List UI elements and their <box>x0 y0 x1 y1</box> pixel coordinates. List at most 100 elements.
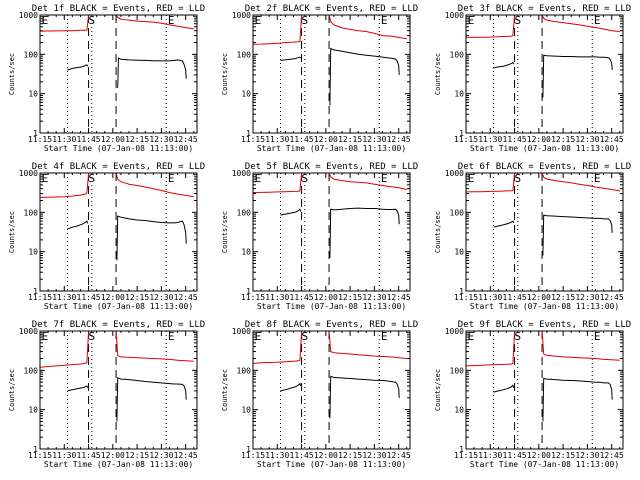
x-tick-label: 11:15 <box>454 135 478 144</box>
y-axis-label: Counts/sec <box>8 369 16 411</box>
panel-title: Det 5f BLACK = Events, RED = LLD <box>245 162 418 172</box>
y-tick-label: 1 <box>33 445 38 454</box>
y-axis-label: Counts/sec <box>434 53 442 95</box>
x-tick-label: 12:00 <box>101 293 125 302</box>
events-series-line <box>542 377 613 422</box>
panel-title: Det 6f BLACK = Events, RED = LLD <box>458 162 631 172</box>
y-tick-label: 1000 <box>445 169 464 178</box>
marker-label-e: E <box>594 14 601 27</box>
x-tick-label: 12:45 <box>600 293 624 302</box>
events-series-line <box>493 220 515 228</box>
marker-label-s: S <box>302 172 309 185</box>
x-tick-label: 12:00 <box>314 135 338 144</box>
y-axis-label: Counts/sec <box>221 369 229 411</box>
x-axis-label: Start Time (07-Jan-08 11:13:00) <box>257 302 406 311</box>
y-axis-label: Counts/sec <box>221 53 229 95</box>
x-tick-label: 11:30 <box>265 135 289 144</box>
marker-label-s: S <box>515 330 522 343</box>
y-tick-label: 100 <box>450 208 465 217</box>
events-series-line <box>67 64 89 71</box>
x-tick-label: 11:15 <box>454 451 478 460</box>
x-tick-label: 12:15 <box>338 135 362 144</box>
x-tick-label: 11:15 <box>28 293 52 302</box>
marker-label-e: E <box>168 14 175 27</box>
y-axis-label: Counts/sec <box>8 53 16 95</box>
y-tick-label: 1 <box>246 129 251 138</box>
marker-label-s: S <box>89 330 96 343</box>
x-axis-label: Start Time (07-Jan-08 11:13:00) <box>470 144 619 153</box>
x-tick-label: 11:15 <box>28 135 52 144</box>
x-axis-label: Start Time (07-Jan-08 11:13:00) <box>44 144 193 153</box>
events-series-line <box>493 61 515 69</box>
x-tick-label: 11:45 <box>290 135 314 144</box>
y-tick-label: 10 <box>241 90 251 99</box>
y-tick-label: 100 <box>24 208 39 217</box>
x-tick-label: 12:30 <box>575 135 599 144</box>
plot-frame <box>39 330 198 450</box>
x-tick-label: 12:30 <box>149 451 173 460</box>
x-tick-label: 12:45 <box>387 135 411 144</box>
x-axis-label: Start Time (07-Jan-08 11:13:00) <box>257 460 406 469</box>
x-tick-label: 12:30 <box>575 451 599 460</box>
x-tick-label: 12:30 <box>362 293 386 302</box>
x-tick-label: 11:30 <box>478 451 502 460</box>
y-tick-label: 1 <box>246 287 251 296</box>
marker-label-s: S <box>302 330 309 343</box>
detector-panel-1: Det 1f BLACK = Events, RED = LLD Counts/s… <box>8 4 205 153</box>
events-series-line <box>542 54 613 98</box>
x-tick-label: 12:45 <box>387 451 411 460</box>
panel-title: Det 3f BLACK = Events, RED = LLD <box>458 4 631 14</box>
y-axis-label: Counts/sec <box>434 369 442 411</box>
detector-panel-5: Det 5f BLACK = Events, RED = LLD Counts/s… <box>221 162 418 311</box>
x-tick-label: 12:30 <box>362 451 386 460</box>
y-tick-label: 1000 <box>445 327 464 336</box>
y-tick-label: 100 <box>24 50 39 59</box>
marker-label-e: E <box>255 14 262 27</box>
events-series-line <box>329 207 400 258</box>
plot-frame <box>39 14 198 134</box>
x-tick-label: 11:30 <box>52 135 76 144</box>
events-series-line <box>493 384 515 393</box>
marker-label-e: E <box>381 172 388 185</box>
y-tick-label: 10 <box>28 248 38 257</box>
x-tick-label: 12:45 <box>387 293 411 302</box>
y-axis-label: Counts/sec <box>8 211 16 253</box>
x-tick-label: 12:15 <box>338 293 362 302</box>
x-axis-label: Start Time (07-Jan-08 11:13:00) <box>44 302 193 311</box>
x-tick-label: 12:45 <box>174 293 198 302</box>
x-tick-label: 12:15 <box>125 451 149 460</box>
panel-title: Det 7f BLACK = Events, RED = LLD <box>32 320 205 330</box>
y-tick-label: 10 <box>28 90 38 99</box>
marker-label-s: S <box>89 14 96 27</box>
marker-label-e: E <box>42 172 49 185</box>
x-tick-label: 11:15 <box>28 451 52 460</box>
x-tick-label: 11:15 <box>454 293 478 302</box>
x-tick-label: 12:30 <box>149 293 173 302</box>
x-tick-label: 11:30 <box>52 293 76 302</box>
events-series-line <box>67 220 89 230</box>
x-tick-label: 11:45 <box>503 135 527 144</box>
x-tick-label: 12:15 <box>551 135 575 144</box>
y-tick-label: 100 <box>450 366 465 375</box>
x-tick-label: 12:45 <box>174 451 198 460</box>
y-tick-label: 10 <box>454 248 464 257</box>
events-series-line <box>117 57 187 88</box>
y-tick-label: 1000 <box>445 11 464 20</box>
panel-title: Det 8f BLACK = Events, RED = LLD <box>245 320 418 330</box>
x-tick-label: 12:00 <box>527 451 551 460</box>
panel-title: Det 9f BLACK = Events, RED = LLD <box>458 320 631 330</box>
marker-label-e: E <box>255 330 262 343</box>
x-tick-label: 11:15 <box>241 135 265 144</box>
marker-label-e: E <box>168 172 175 185</box>
marker-label-s: S <box>89 172 96 185</box>
y-tick-label: 10 <box>454 406 464 415</box>
y-tick-label: 10 <box>28 406 38 415</box>
marker-label-s: S <box>515 14 522 27</box>
detector-panel-4: Det 4f BLACK = Events, RED = LLD Counts/s… <box>8 162 205 311</box>
y-tick-label: 1 <box>246 445 251 454</box>
marker-label-e: E <box>42 330 49 343</box>
events-series-line <box>329 47 400 106</box>
y-tick-label: 100 <box>450 50 465 59</box>
y-tick-label: 100 <box>237 50 252 59</box>
y-tick-label: 100 <box>237 366 252 375</box>
